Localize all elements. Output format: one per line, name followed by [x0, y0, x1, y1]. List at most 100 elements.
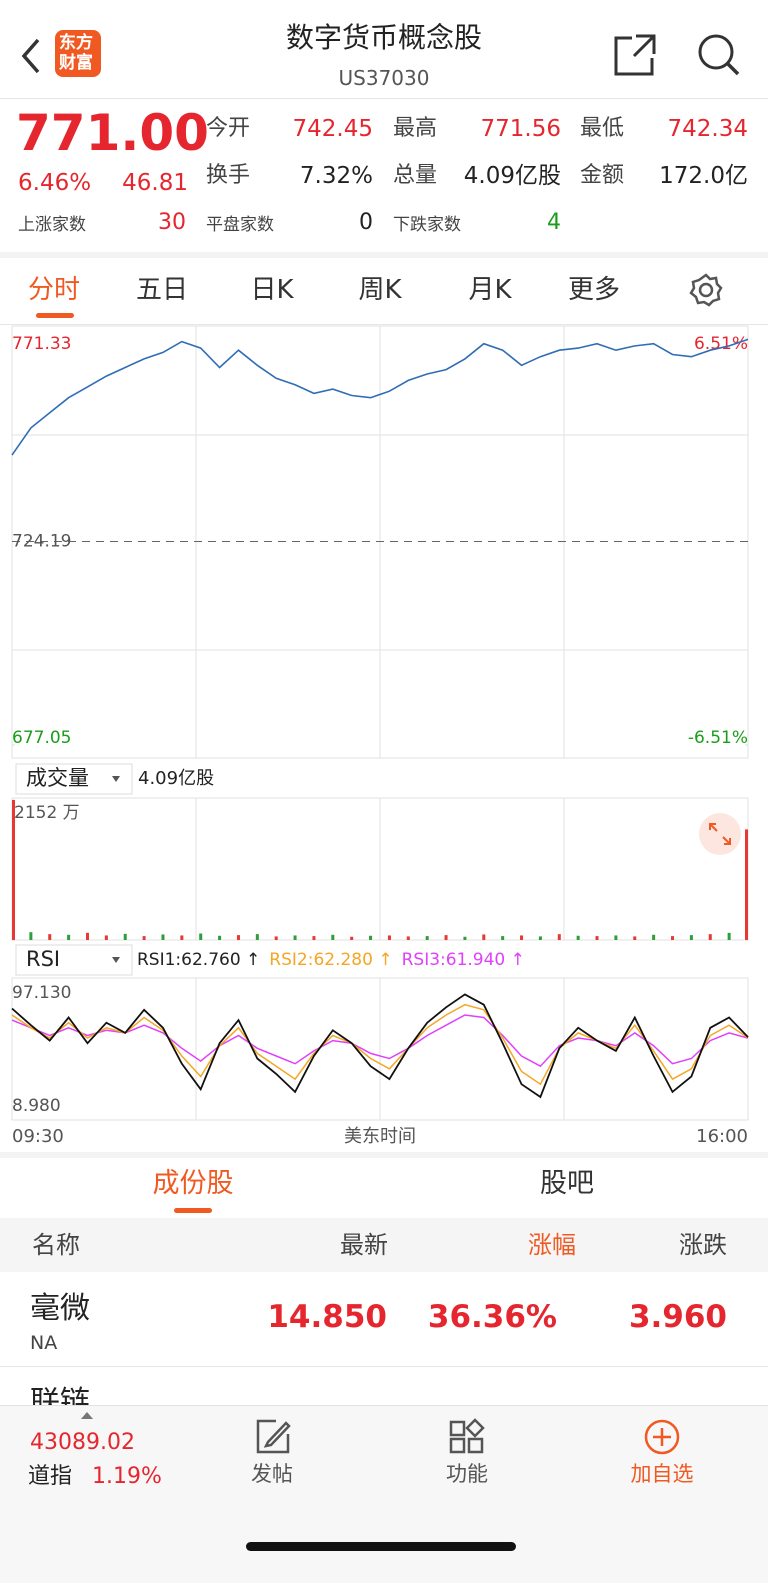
bottom-button[interactable]: 发帖: [251, 1462, 293, 1486]
series-line: [11, 993, 749, 1099]
volume-bar: [745, 829, 748, 940]
up-arrow: [81, 1412, 93, 1419]
volume-bar: [218, 935, 222, 940]
stat-value: 4.09亿股: [463, 163, 561, 189]
column-header[interactable]: 涨幅: [528, 1231, 576, 1259]
charts: 771.33 724.19 677.05 6.51% -6.51% 成交量 4.09亿股 21…: [11, 325, 749, 1147]
series-line: [11, 338, 749, 456]
volume-bar: [331, 934, 335, 940]
x-axis-label: 09:30: [12, 1126, 64, 1147]
volume-bar: [406, 936, 410, 940]
volume-bar: [161, 934, 165, 940]
period-tab[interactable]: 周K: [358, 275, 402, 305]
breadth-value: 4: [547, 210, 561, 235]
period-tab[interactable]: 日K: [250, 275, 294, 305]
legend-entry: RSI2:62.280 ↑: [269, 950, 392, 970]
volume-bar: [595, 936, 599, 940]
legend-entry: RSI1:62.760 ↑: [137, 950, 260, 970]
volume-bar: [557, 934, 561, 940]
x-axis-label: 美东时间: [344, 1126, 416, 1147]
change-pct: 6.46%: [18, 170, 92, 196]
expand-icon: [709, 823, 731, 845]
divider: [0, 1152, 768, 1158]
legend-entry: RSI3:61.940 ↑: [402, 950, 525, 970]
stock-code: NA: [30, 1332, 58, 1354]
bottom-button[interactable]: 功能: [446, 1462, 488, 1486]
volume-bar: [85, 932, 89, 940]
stock-cell: 36.36%: [427, 1299, 557, 1335]
period-tab[interactable]: 分时: [27, 275, 80, 305]
add-watch-icon[interactable]: [643, 1418, 681, 1456]
stat-label: 今开: [206, 116, 251, 141]
share-button[interactable]: [612, 32, 658, 78]
stock-cell: 14.850: [267, 1299, 387, 1335]
post-icon[interactable]: [254, 1418, 292, 1456]
series-line: [11, 1003, 749, 1086]
volume-bar: [727, 932, 731, 940]
stat-value: 7.32%: [299, 163, 373, 189]
stat-label: 最低: [580, 116, 625, 141]
volume-bar: [12, 800, 15, 940]
column-header[interactable]: 最新: [340, 1231, 388, 1259]
volume-bar: [538, 936, 542, 940]
volume-bar: [652, 934, 656, 940]
volume-bar: [463, 936, 467, 940]
volume-selector: 成交量: [26, 766, 89, 790]
table-header-bg: [0, 1218, 768, 1272]
volume-bar: [501, 936, 505, 940]
logo-text: 东方: [59, 33, 93, 53]
volume-bar: [633, 936, 637, 940]
tab-indicator: [36, 313, 74, 318]
volume-bar: [142, 936, 146, 940]
volume-bar: [482, 934, 486, 940]
period-tab[interactable]: 更多: [567, 275, 620, 305]
volume-bar: [255, 934, 259, 940]
volume-bar: [180, 935, 184, 940]
volume-bar: [312, 936, 316, 940]
volume-bar: [671, 936, 675, 940]
title: 数字货币概念股: [285, 21, 482, 54]
divider: [0, 324, 768, 325]
code: US37030: [338, 66, 430, 90]
volume-bar: [387, 935, 391, 940]
stat-value: 742.45: [292, 116, 373, 142]
volume-bar: [293, 935, 297, 940]
index-change[interactable]: 1.19%: [92, 1464, 162, 1489]
index-name[interactable]: 道指: [28, 1464, 73, 1489]
function-icon[interactable]: [448, 1418, 486, 1456]
bottom-button[interactable]: 加自选: [630, 1462, 694, 1486]
settings-button[interactable]: [688, 272, 724, 308]
period-tab[interactable]: 月K: [468, 275, 512, 305]
sub-tab[interactable]: 成份股: [152, 1168, 234, 1199]
home-indicator: [246, 1542, 516, 1551]
volume-bar: [444, 935, 448, 940]
series-line: [11, 1014, 749, 1068]
sub-tab[interactable]: 股吧: [540, 1168, 594, 1199]
x-axis-label: 16:00: [696, 1126, 748, 1147]
stat-label: 金额: [580, 163, 625, 188]
y-tick-label: 97.130: [12, 983, 71, 1003]
back-button[interactable]: [18, 36, 44, 76]
stat-label: 换手: [206, 163, 251, 188]
volume-bar: [689, 935, 693, 940]
breadth-label: 平盘家数: [206, 215, 274, 235]
y-tick-label: 724.19: [12, 532, 71, 552]
stock-name[interactable]: 毫微: [30, 1291, 90, 1326]
period-tab[interactable]: 五日: [135, 275, 188, 305]
bottom-bar: [0, 1405, 768, 1583]
search-button[interactable]: [696, 32, 742, 78]
volume-bar: [123, 933, 127, 940]
change: 46.81: [122, 170, 188, 196]
y2-tick-label: -6.51%: [688, 728, 748, 748]
selector-box: [15, 763, 133, 795]
y-tick-label: 2152 万: [14, 803, 80, 823]
column-header[interactable]: 涨跌: [679, 1231, 727, 1259]
stat-label: 总量: [393, 163, 438, 188]
volume-bar: [520, 935, 524, 940]
selector-box: [15, 944, 133, 976]
volume-bar: [29, 932, 33, 940]
volume-bar: [104, 935, 108, 940]
tab-indicator: [174, 1208, 212, 1213]
index-value[interactable]: 43089.02: [30, 1430, 135, 1455]
